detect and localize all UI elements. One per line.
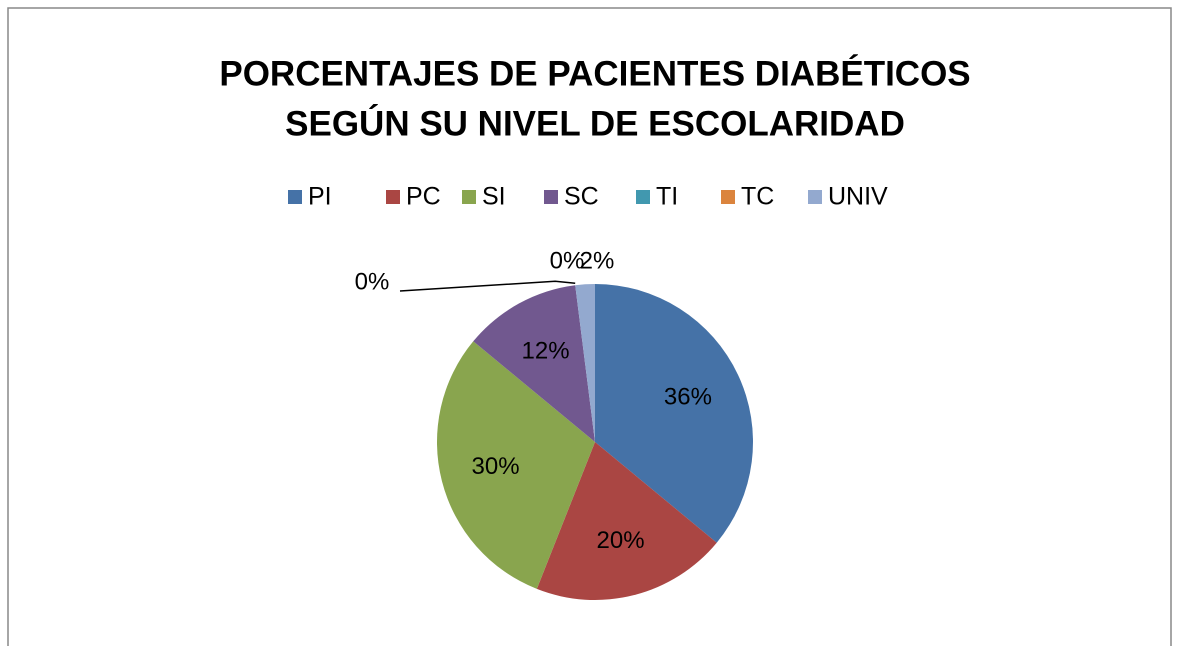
- data-label: 0%: [550, 247, 585, 274]
- pie-slice: [473, 285, 595, 442]
- legend-label: SI: [482, 183, 506, 211]
- chart-frame: [7, 7, 1172, 646]
- legend-swatch: [808, 190, 822, 204]
- legend-swatch: [288, 190, 302, 204]
- pie-slice: [575, 284, 595, 442]
- legend-swatch: [636, 190, 650, 204]
- legend-label: PC: [406, 183, 441, 211]
- legend-swatch: [386, 190, 400, 204]
- data-label: 2%: [580, 247, 615, 274]
- chart-title: SEGÚN SU NIVEL DE ESCOLARIDAD: [285, 103, 905, 143]
- legend-label: TI: [656, 183, 678, 211]
- chart-title: PORCENTAJES DE PACIENTES DIABÉTICOS: [219, 53, 970, 93]
- legend-swatch: [462, 190, 476, 204]
- legend-label: SC: [564, 183, 599, 211]
- pie-slice: [595, 284, 753, 543]
- legend-swatch: [544, 190, 558, 204]
- leader-line: [399, 280, 576, 292]
- pie-slice: [437, 341, 595, 589]
- data-label: 12%: [522, 337, 570, 364]
- pie-slice: [536, 442, 717, 600]
- data-label: 20%: [597, 527, 645, 554]
- legend-swatch: [721, 190, 735, 204]
- data-label: 30%: [472, 453, 520, 480]
- data-label: 0%: [355, 268, 390, 295]
- legend-label: PI: [308, 183, 332, 211]
- data-label: 36%: [664, 384, 712, 411]
- legend-label: UNIV: [828, 183, 888, 211]
- legend-label: TC: [741, 183, 774, 211]
